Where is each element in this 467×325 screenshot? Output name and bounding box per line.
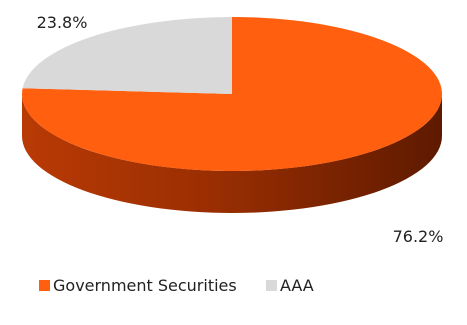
legend-swatch-aaa	[266, 280, 277, 291]
slice-side-government-securities	[22, 94, 442, 213]
legend: Government Securities AAA	[39, 276, 314, 295]
legend-swatch-government-securities	[39, 280, 50, 291]
legend-label-government-securities: Government Securities	[53, 276, 237, 295]
data-label-government-securities: 76.2%	[393, 227, 444, 246]
data-label-aaa: 23.8%	[37, 13, 88, 32]
legend-label-aaa: AAA	[280, 276, 314, 295]
slice-government-securities	[21, 17, 442, 171]
slice-aaa	[22, 17, 232, 94]
